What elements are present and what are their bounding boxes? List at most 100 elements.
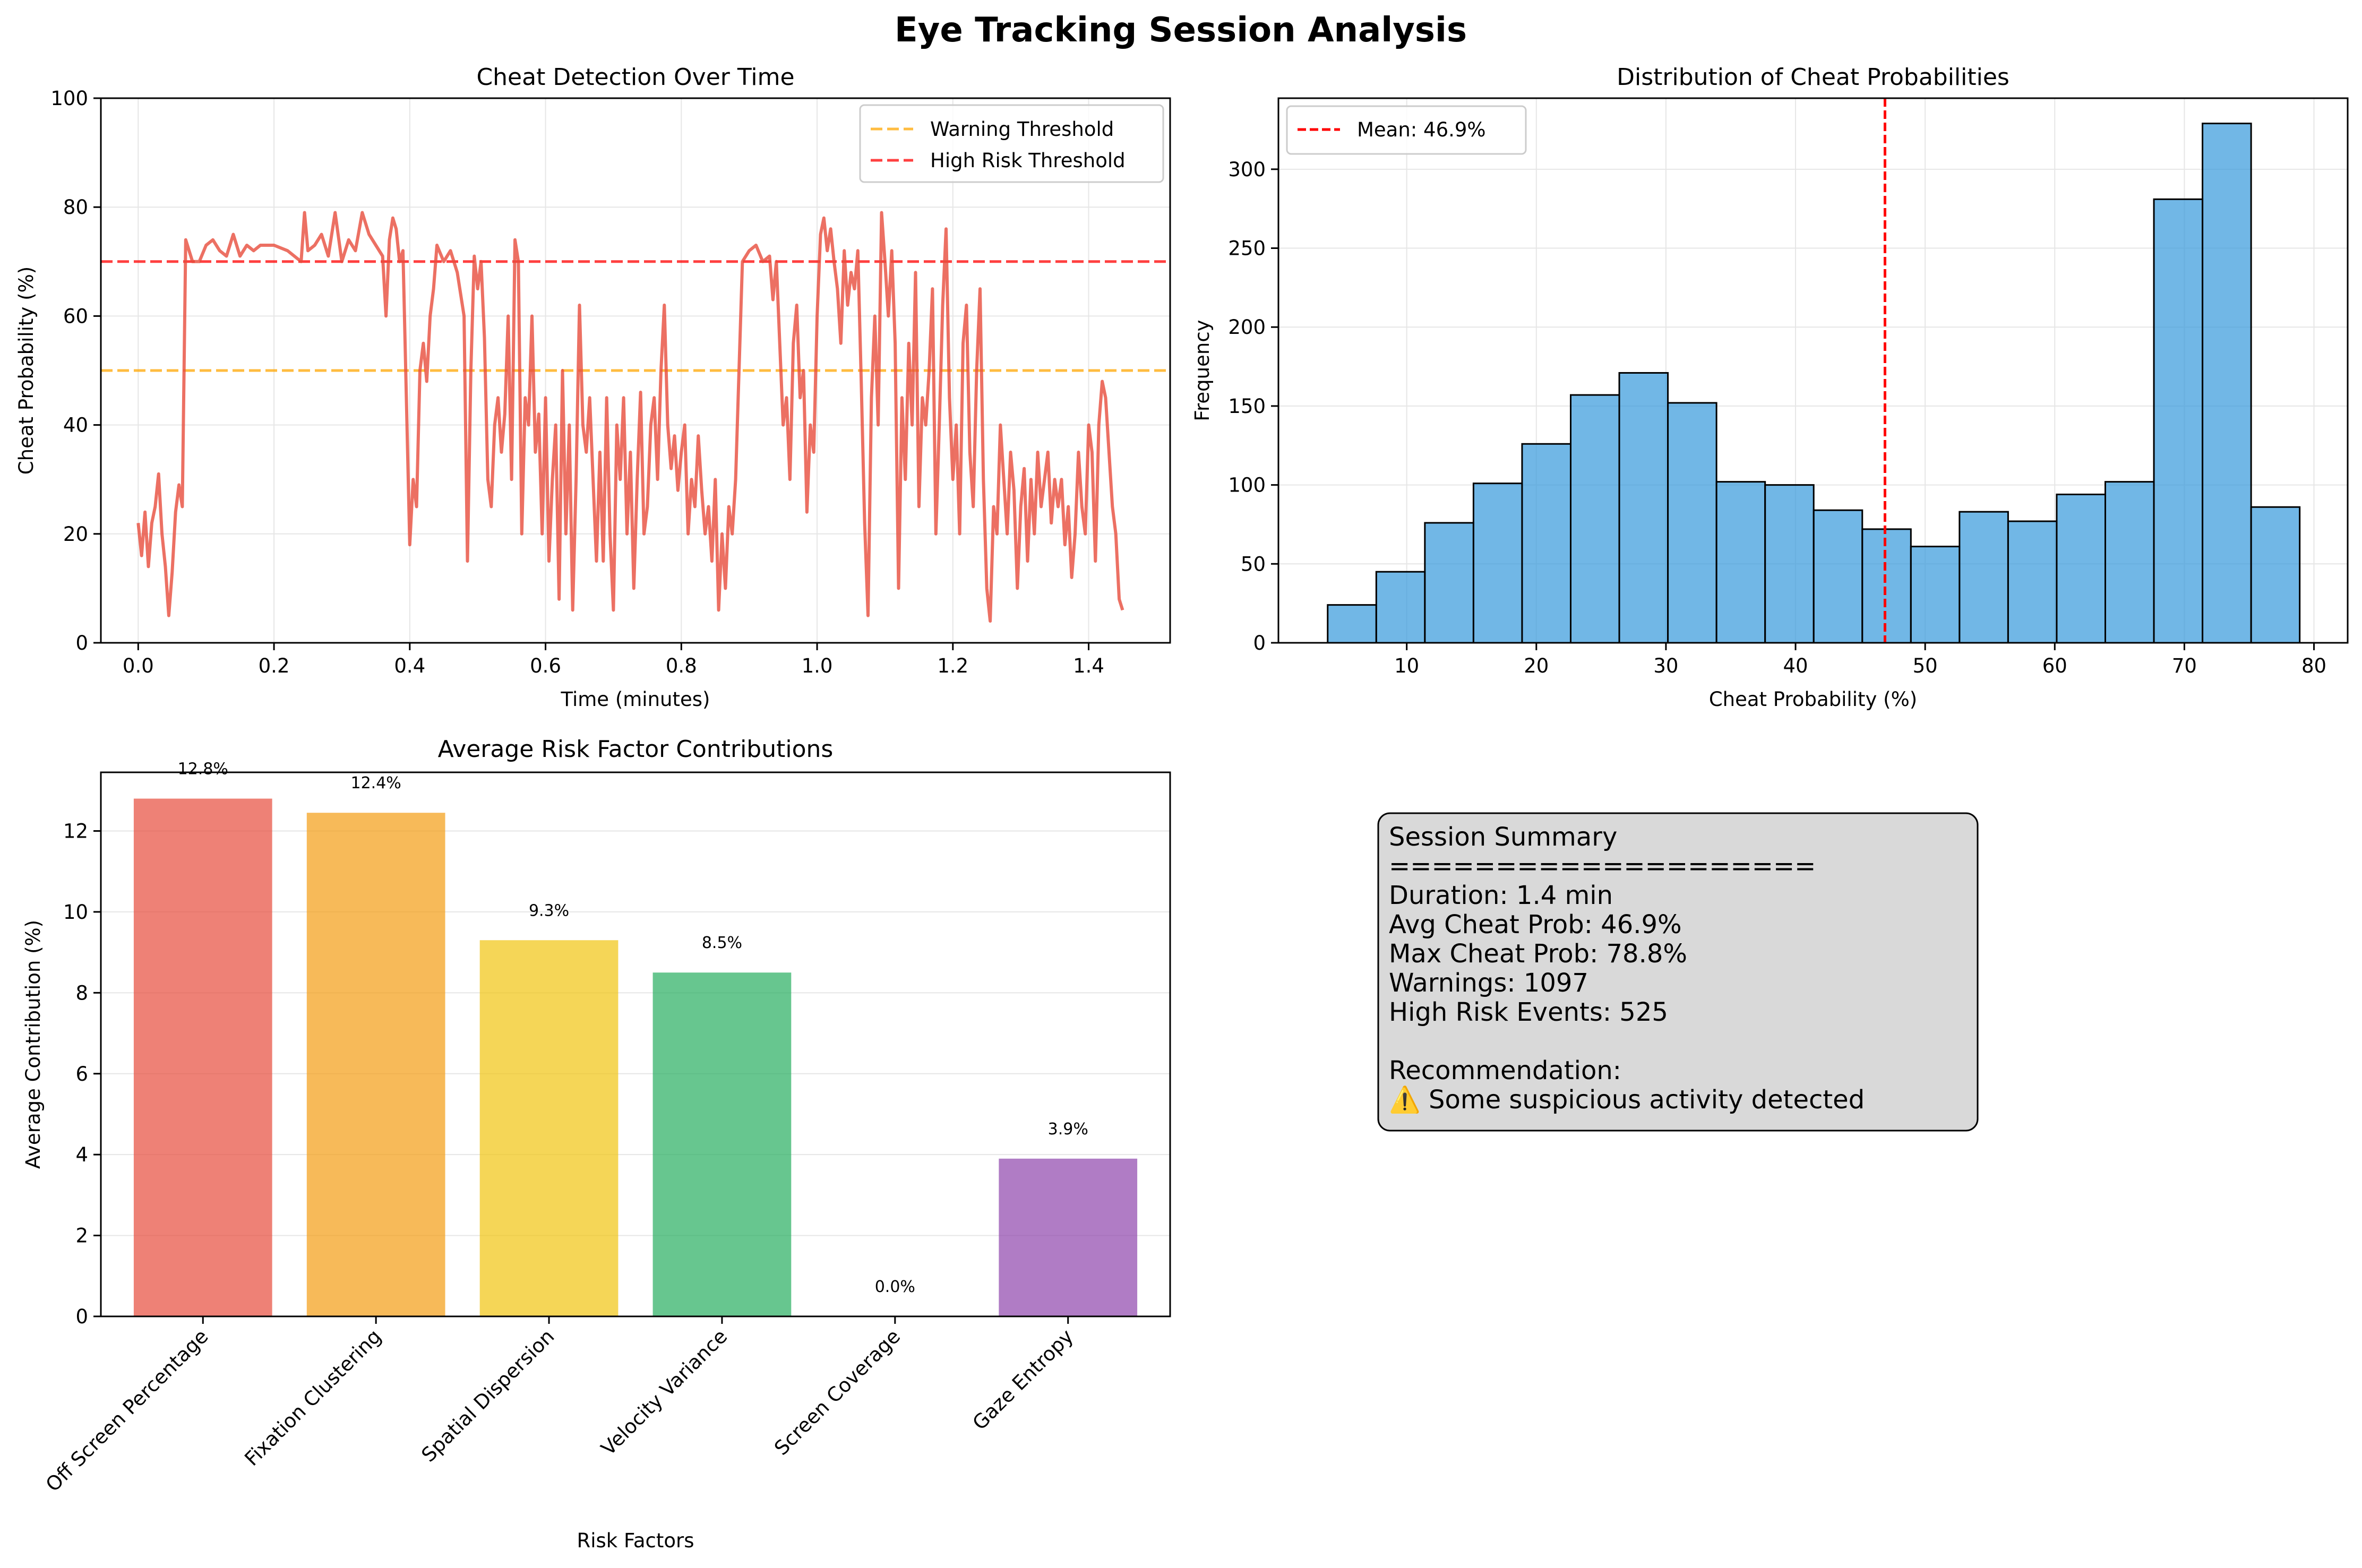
x-tick-label: 0.2 — [259, 654, 290, 677]
x-axis-label: Risk Factors — [577, 1529, 694, 1552]
plot-frame — [1277, 97, 2349, 644]
summary-warnings: Warnings: 1097 — [1389, 968, 1588, 998]
y-tick-label: 60 — [63, 305, 88, 328]
x-tick-label: 60 — [2042, 654, 2067, 677]
legend-box — [1286, 105, 1527, 155]
x-tick-label: 0.0 — [123, 654, 154, 677]
histogram-bar — [1813, 509, 1863, 644]
risk-factor-bars — [133, 798, 1138, 1316]
threshold-lines — [101, 260, 1170, 372]
y-tick-label: 250 — [1228, 237, 1266, 260]
cheat-detection-chart: 0.0 0.2 0.4 0.6 0.8 1.0 1.2 1.4 0 20 40 60 80 100 Ch… — [15, 64, 1171, 711]
x-axis-label: Time (minutes) — [561, 688, 710, 711]
plot-frame — [100, 97, 1171, 644]
bar-value-labels: 12.8% 12.4% 9.3% 8.5% 0.0% 3.9% — [178, 760, 1088, 1296]
histogram-bar — [2250, 506, 2301, 644]
x-tick-label: 30 — [1653, 654, 1678, 677]
y-tick-label: 4 — [75, 1143, 88, 1166]
histogram-bar — [2153, 198, 2204, 644]
y-tick-label: 2 — [75, 1225, 88, 1247]
y-tick-label: 8 — [75, 981, 88, 1004]
y-tick-label: 100 — [50, 87, 88, 110]
y-axis-ticks: 0 20 40 60 80 100 — [50, 87, 101, 654]
x-tick-label: 50 — [1913, 654, 1938, 677]
x-tick-label: 0.6 — [530, 654, 561, 677]
histogram-bar — [1521, 443, 1571, 644]
histogram-bar — [2007, 520, 2058, 644]
y-axis-label: Average Contribution (%) — [22, 920, 45, 1169]
x-tick-label: 0.8 — [666, 654, 697, 677]
y-tick-label: 80 — [63, 196, 88, 219]
histogram-bar — [1910, 546, 1961, 644]
x-tick-label: 1.4 — [1073, 654, 1104, 677]
histogram-bar — [2104, 481, 2155, 644]
probability-line — [136, 211, 1124, 623]
y-tick-label: 12 — [63, 820, 88, 843]
x-tick-label: 80 — [2301, 654, 2326, 677]
summary-divider: ==================== — [1389, 851, 1816, 881]
legend: Warning Threshold High Risk Threshold — [859, 104, 1164, 183]
y-axis-ticks: 0 50 100 150 200 250 300 — [1228, 158, 1278, 654]
bar-value-label: 8.5% — [702, 934, 742, 952]
figure-title: Eye Tracking Session Analysis — [895, 11, 1467, 50]
y-tick-label: 150 — [1228, 395, 1266, 418]
legend-label-warning: Warning Threshold — [930, 118, 1114, 141]
x-axis-label: Cheat Probability (%) — [1709, 688, 1917, 711]
y-tick-label: 0 — [1253, 632, 1266, 654]
x-axis-ticks: 10 20 30 40 50 60 70 80 — [1394, 643, 2326, 677]
histogram-bar — [1715, 481, 1766, 644]
x-tick-label: 10 — [1394, 654, 1419, 677]
y-tick-label: 50 — [1241, 553, 1266, 575]
x-tick-label: 0.4 — [394, 654, 425, 677]
histogram-bar — [1375, 571, 1426, 644]
bar-value-label: 12.4% — [351, 774, 401, 792]
legend-label-mean: Mean: 46.9% — [1357, 118, 1486, 141]
y-tick-label: 0 — [75, 632, 88, 654]
summary-avg-prob: Avg Cheat Prob: 46.9% — [1389, 910, 1682, 940]
histogram-bar — [1618, 372, 1669, 644]
summary-high-risk: High Risk Events: 525 — [1389, 997, 1668, 1027]
x-tick-label: 20 — [1524, 654, 1549, 677]
summary-background — [1377, 812, 1979, 1132]
y-tick-label: 20 — [63, 523, 88, 546]
chart-title: Cheat Detection Over Time — [476, 64, 794, 91]
summary-max-prob: Max Cheat Prob: 78.8% — [1389, 939, 1687, 969]
plot-frame — [100, 771, 1171, 1317]
y-axis-ticks: 0 2 4 6 8 10 12 — [63, 820, 101, 1328]
y-tick-label: 6 — [75, 1063, 88, 1085]
y-tick-label: 0 — [75, 1305, 88, 1328]
histogram-bar — [1959, 511, 2009, 644]
risk-factor-bar — [652, 972, 792, 1316]
x-tick-label: 70 — [2172, 654, 2197, 677]
x-tick-label: 40 — [1783, 654, 1808, 677]
risk-factor-bar — [999, 1158, 1138, 1316]
histogram-bar — [1667, 402, 1717, 644]
x-tick-label: 1.2 — [937, 654, 968, 677]
histogram-bar — [1569, 394, 1620, 644]
histogram-bar — [1764, 484, 1815, 644]
risk-factor-bar — [133, 798, 272, 1316]
histogram-bar — [1861, 528, 1912, 644]
session-summary-box: Session Summary ==================== Dur… — [1377, 812, 1979, 1132]
risk-factor-bar — [479, 940, 619, 1316]
histogram-bar — [2056, 493, 2106, 644]
y-tick-label: 200 — [1228, 316, 1266, 339]
x-axis-ticks: 0.0 0.2 0.4 0.6 0.8 1.0 1.2 1.4 — [123, 643, 1104, 677]
summary-heading: Session Summary — [1389, 822, 1617, 852]
risk-factor-bar — [306, 813, 445, 1316]
histogram-bar — [2202, 123, 2252, 644]
legend-label-high-risk: High Risk Threshold — [930, 149, 1126, 172]
legend: Mean: 46.9% — [1286, 105, 1527, 155]
legend-box — [859, 104, 1164, 183]
histogram-bar — [1327, 604, 1377, 644]
y-axis-label: Cheat Probability (%) — [15, 266, 38, 475]
histogram-bars — [1327, 123, 2301, 644]
probability-line-series — [136, 211, 1124, 623]
bar-value-label: 9.3% — [529, 901, 569, 920]
summary-recommendation: ⚠️ Some suspicious activity detected — [1389, 1085, 1865, 1115]
bar-value-label: 3.9% — [1048, 1120, 1088, 1139]
histogram-bar — [1472, 483, 1523, 644]
y-tick-label: 100 — [1228, 474, 1266, 497]
chart-title: Distribution of Cheat Probabilities — [1617, 64, 2009, 91]
